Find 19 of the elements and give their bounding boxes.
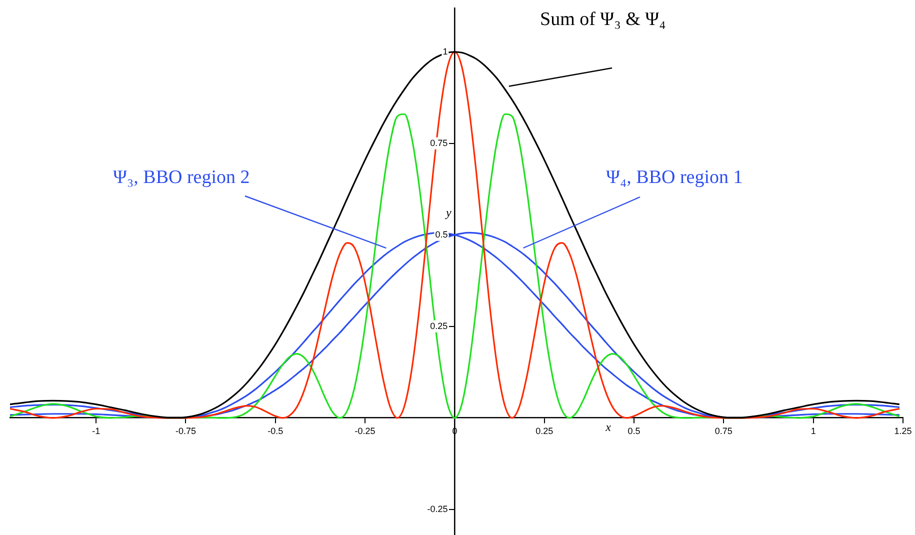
y-axis-title: y: [445, 206, 452, 220]
x-tick-label: 1.25: [894, 426, 912, 436]
x-axis-title: x: [604, 420, 612, 434]
text: Sum of Ψ₃ & Ψ₄: [540, 8, 666, 30]
text: Ψ₄, BBO region 1: [606, 166, 743, 188]
x-tick-label: 0.5: [628, 426, 640, 436]
x-tick-label: -1: [92, 426, 100, 436]
y-tick-label: 0.75: [430, 138, 448, 148]
x-tick-label: 1: [810, 426, 816, 436]
x-tick-label: 0.25: [536, 426, 554, 436]
text: Ψ₃, BBO region 2: [113, 166, 250, 188]
x-tick-label: -0.75: [175, 426, 196, 436]
y-tick-label: 0.5: [435, 229, 448, 240]
x-tick-label: -0.5: [268, 426, 284, 436]
y-tick-label: 0.25: [430, 320, 448, 331]
line-series: [10, 113, 900, 419]
y-tick-label: -0.25: [427, 504, 448, 514]
x-tick-label: 0.75: [714, 426, 732, 436]
x-tick-label: -0.25: [354, 426, 376, 436]
